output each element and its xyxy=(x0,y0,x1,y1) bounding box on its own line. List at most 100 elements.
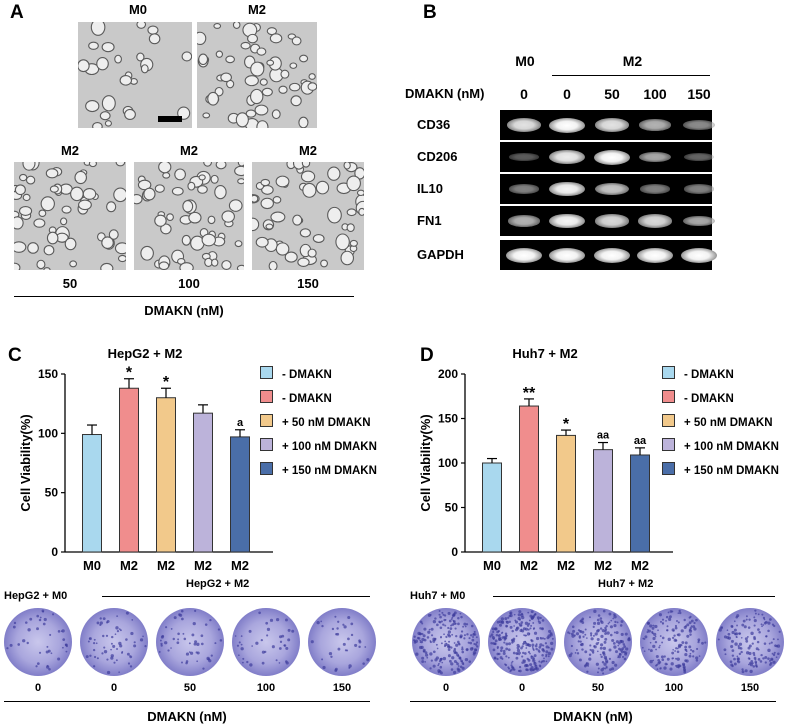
colony-dot xyxy=(523,652,527,655)
cell-shape xyxy=(215,162,227,170)
colony-dot xyxy=(685,650,688,653)
colony-dot xyxy=(535,647,538,651)
colony-dot xyxy=(469,634,473,637)
colony-dot xyxy=(158,650,161,653)
colony-dot xyxy=(674,626,678,630)
colony-dot xyxy=(741,668,744,671)
cell-shape xyxy=(358,207,364,216)
cell-shape xyxy=(85,100,100,113)
colony-dot xyxy=(39,616,42,619)
colony-dot xyxy=(447,611,451,615)
blot-band xyxy=(594,149,630,165)
cell-shape xyxy=(221,210,235,223)
colony-dot xyxy=(424,661,426,663)
colony-dot xyxy=(527,628,530,631)
colony-dot xyxy=(548,629,552,633)
blot-row-label: IL10 xyxy=(417,181,444,196)
colony-dot xyxy=(347,637,350,641)
colony-dot xyxy=(459,635,462,638)
colony-dot xyxy=(429,613,432,616)
colony-dot xyxy=(698,655,701,657)
blot-row-label: CD36 xyxy=(417,117,451,132)
colony-dot xyxy=(419,620,423,624)
colony-dot xyxy=(321,658,324,661)
colony-dot xyxy=(515,635,518,637)
colony-dot xyxy=(575,632,580,636)
hepg2-legend-swatch xyxy=(260,366,273,379)
colony-dot xyxy=(733,632,737,636)
colony-dot xyxy=(432,619,437,624)
colony-dot xyxy=(739,647,743,650)
colony-dot xyxy=(661,658,665,662)
colony-dot xyxy=(547,634,551,638)
colony-dot xyxy=(609,625,614,629)
colony-dot xyxy=(661,641,664,644)
colony-dot xyxy=(260,638,263,642)
blot-band xyxy=(594,214,630,228)
colony-dot xyxy=(652,644,656,649)
colony-dot xyxy=(142,635,144,638)
colony-dot xyxy=(772,653,776,657)
colony-dot xyxy=(336,632,340,636)
hepg2-significance-mark: * xyxy=(126,365,133,382)
colony-dot xyxy=(194,640,198,644)
colony-dot xyxy=(422,648,426,652)
colony-dot xyxy=(753,624,756,627)
colony-dot xyxy=(589,644,592,647)
colony-dot xyxy=(453,642,456,644)
colony-c-m2-label: HepG2 + M2 xyxy=(186,578,250,590)
colony-dot xyxy=(510,662,513,664)
huh7-colony-texture xyxy=(567,609,631,675)
colony-dot xyxy=(608,657,611,660)
colony-dot xyxy=(602,667,605,670)
colony-dot xyxy=(500,620,505,625)
colony-dot xyxy=(547,646,550,649)
colony-dot xyxy=(641,646,644,649)
hepg2-colony-texture xyxy=(158,609,223,670)
colony-dot xyxy=(266,634,269,637)
colony-dot xyxy=(613,623,617,628)
colony-dot xyxy=(436,623,439,627)
cell-shape xyxy=(346,175,361,192)
huh7-dish xyxy=(640,608,708,676)
colony-dot xyxy=(545,655,548,658)
colony-dot xyxy=(447,654,451,658)
colony-dot xyxy=(275,618,280,622)
colony-dot xyxy=(461,646,464,649)
colony-dot xyxy=(652,659,655,662)
chart-hepg2: HepG2 + M2 Cell Viability(%) 0 50 100 150 M0 * M… xyxy=(18,346,273,573)
colony-dot xyxy=(511,629,514,633)
blot-lane-label: 0 xyxy=(520,86,528,102)
colony-dot xyxy=(118,671,120,673)
colony-dot xyxy=(586,637,588,639)
colony-dot xyxy=(310,640,314,644)
colony-dot xyxy=(453,670,457,675)
blot-band xyxy=(594,118,630,132)
colony-dot xyxy=(667,611,670,614)
colony-dot xyxy=(265,621,269,625)
colony-dot xyxy=(596,621,601,625)
colony-dot xyxy=(453,647,457,651)
colony-dot xyxy=(578,658,582,662)
hepg2-y-tick-label: 150 xyxy=(38,367,58,381)
colony-dot xyxy=(514,628,518,632)
colony-dot xyxy=(680,629,684,633)
colony-dot xyxy=(518,651,521,655)
hepg2-dish xyxy=(4,608,72,676)
huh7-y-tick-label: 100 xyxy=(438,456,458,470)
colony-dot xyxy=(495,633,499,637)
colony-dot xyxy=(692,655,695,658)
colony-dot xyxy=(415,652,419,656)
colony-dot xyxy=(499,623,502,627)
colony-dot xyxy=(358,639,361,642)
cell-shape xyxy=(261,87,273,97)
cell-shape xyxy=(284,251,298,263)
colony-dot xyxy=(675,620,679,623)
colony-dot xyxy=(504,632,508,635)
colony-dot xyxy=(642,637,645,640)
colony-dot xyxy=(516,648,521,653)
huh7-legend-swatch xyxy=(662,414,675,427)
cell-shape xyxy=(269,33,283,44)
hepg2-legend-swatch xyxy=(260,414,273,427)
colony-dot xyxy=(110,642,113,645)
